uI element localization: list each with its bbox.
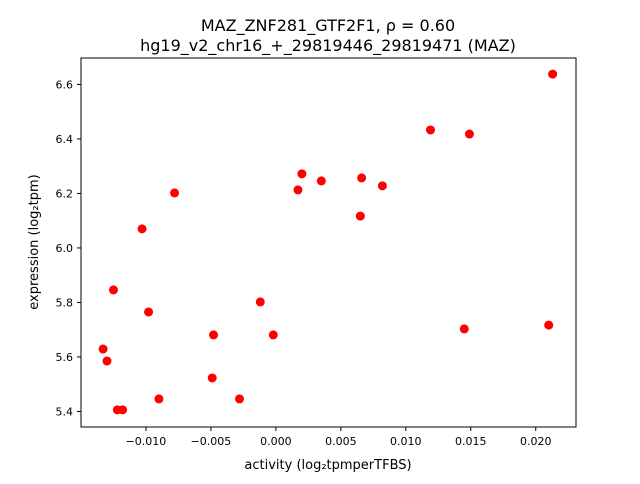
chart-title-line2: hg19_v2_chr16_+_29819446_29819471 (MAZ) bbox=[140, 36, 516, 56]
data-point bbox=[209, 330, 219, 340]
chart-title-line1: MAZ_ZNF281_GTF2F1, ρ = 0.60 bbox=[201, 16, 455, 36]
x-axis-label: activity (log₂tpmperTFBS) bbox=[244, 458, 411, 473]
x-tick-label: 0.020 bbox=[520, 435, 552, 448]
data-point bbox=[297, 169, 307, 179]
x-tick-label: 0.000 bbox=[260, 435, 292, 448]
data-point bbox=[268, 330, 278, 340]
y-tick-label: 5.8 bbox=[56, 296, 74, 309]
data-point bbox=[425, 125, 435, 135]
plot-frame bbox=[80, 57, 577, 428]
x-tick-label: −0.010 bbox=[126, 435, 167, 448]
y-tick-label: 5.6 bbox=[56, 351, 74, 364]
data-point bbox=[316, 176, 326, 186]
data-point bbox=[144, 307, 154, 317]
data-point bbox=[357, 173, 367, 183]
y-tick-label: 6.0 bbox=[56, 242, 74, 255]
data-point bbox=[154, 394, 164, 404]
data-point bbox=[355, 211, 365, 221]
data-point bbox=[293, 185, 303, 195]
x-tick-label: −0.005 bbox=[191, 435, 232, 448]
y-tick-label: 5.4 bbox=[56, 405, 74, 418]
y-axis-label: expression (log₂tpm) bbox=[27, 174, 42, 309]
x-tick-label: 0.015 bbox=[455, 435, 487, 448]
data-point bbox=[548, 69, 558, 79]
data-point bbox=[207, 373, 217, 383]
data-point bbox=[137, 224, 147, 234]
data-point bbox=[459, 324, 469, 334]
data-point bbox=[108, 285, 118, 295]
data-point bbox=[118, 405, 128, 415]
data-point bbox=[235, 394, 245, 404]
data-point bbox=[464, 129, 474, 139]
y-tick-label: 6.4 bbox=[56, 133, 74, 146]
x-tick-label: 0.005 bbox=[325, 435, 357, 448]
x-tick-label: 0.010 bbox=[390, 435, 422, 448]
data-point bbox=[102, 356, 112, 366]
data-point bbox=[255, 297, 265, 307]
y-tick-label: 6.6 bbox=[56, 78, 74, 91]
y-tick-label: 6.2 bbox=[56, 187, 74, 200]
data-point bbox=[544, 320, 554, 330]
data-point bbox=[170, 188, 180, 198]
data-point bbox=[98, 344, 108, 354]
data-point bbox=[377, 181, 387, 191]
